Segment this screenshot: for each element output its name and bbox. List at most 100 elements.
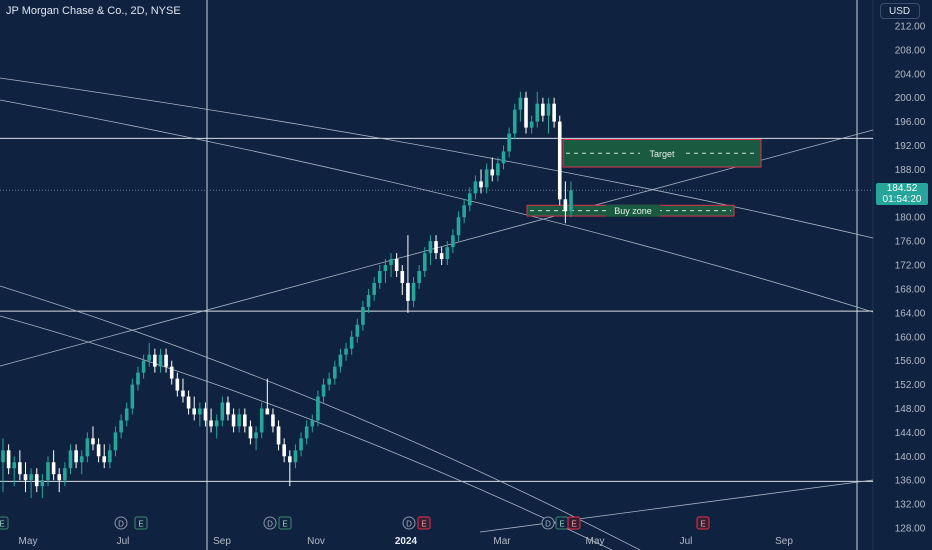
candle — [344, 342, 348, 361]
candle — [113, 426, 118, 457]
candle — [355, 318, 360, 343]
candle-body — [366, 294, 371, 307]
candle-body — [164, 354, 168, 367]
y-tick-label: 212.00 — [895, 22, 926, 33]
candle — [181, 378, 185, 403]
candle-body — [130, 384, 135, 409]
candle-body — [198, 408, 202, 415]
earnings-marker[interactable]: E — [567, 516, 581, 530]
candle — [231, 408, 236, 433]
earnings-marker[interactable]: E — [555, 516, 569, 530]
y-tick-label: 132.00 — [895, 500, 926, 511]
dividend-icon — [402, 516, 416, 530]
y-tick-label: 128.00 — [895, 524, 926, 535]
candle-body — [541, 103, 545, 116]
candle-body — [46, 462, 50, 481]
candle — [422, 247, 427, 277]
event-marker-label: E — [700, 520, 705, 529]
event-marker-label: D — [267, 520, 273, 529]
candle-body — [524, 97, 528, 128]
candle-body — [355, 324, 360, 337]
candle — [91, 426, 95, 451]
earnings-marker[interactable]: E — [417, 516, 431, 530]
event-marker-label: E — [559, 520, 564, 529]
candle — [288, 450, 292, 487]
candle — [63, 462, 67, 487]
candle — [6, 444, 11, 475]
candle-body — [18, 462, 22, 475]
candle-body — [496, 163, 500, 176]
candle-body — [484, 169, 489, 188]
candle-body — [456, 217, 461, 236]
candle-body — [158, 354, 163, 367]
candle — [169, 360, 174, 385]
dividend-marker[interactable]: D — [402, 516, 416, 530]
candle-body — [108, 450, 112, 463]
buy-label: Buy zone — [614, 206, 652, 216]
x-tick-label: Nov — [307, 536, 325, 547]
candle — [563, 181, 568, 224]
earnings-marker[interactable]: E — [134, 516, 148, 530]
y-tick-label: 148.00 — [895, 404, 926, 415]
earnings-marker[interactable]: E — [696, 516, 710, 530]
candle — [512, 103, 517, 140]
candle — [400, 265, 405, 295]
earnings-icon — [0, 516, 9, 530]
candle — [524, 91, 528, 134]
candle-body — [237, 414, 241, 427]
earnings-icon — [696, 516, 710, 530]
dividend-marker[interactable]: D — [541, 516, 555, 530]
candle — [175, 372, 180, 397]
candle-body — [91, 438, 95, 445]
candle — [46, 456, 50, 487]
dividend-icon — [541, 516, 555, 530]
candle — [389, 253, 393, 277]
candle — [394, 253, 399, 277]
candle — [29, 468, 33, 499]
candle — [186, 390, 191, 415]
last-price-value: 184.52 — [886, 183, 918, 194]
candle — [445, 241, 450, 266]
candle-body — [113, 432, 118, 451]
earnings-marker[interactable]: E — [278, 516, 292, 530]
dividend-marker[interactable]: D — [263, 516, 277, 530]
candle-body — [265, 408, 270, 415]
earnings-marker[interactable]: E — [0, 516, 9, 530]
event-marker-label: D — [406, 520, 412, 529]
candle — [535, 91, 540, 128]
dividend-icon — [263, 516, 277, 530]
y-tick-label: 176.00 — [895, 237, 926, 248]
candle — [102, 444, 107, 469]
candle — [496, 157, 500, 182]
dividend-marker[interactable]: D — [114, 516, 128, 530]
candle-body — [434, 241, 438, 254]
candle-body — [552, 103, 556, 122]
candle-body — [563, 199, 568, 212]
candle — [18, 450, 22, 481]
candle-body — [63, 468, 67, 481]
y-tick-label: 172.00 — [895, 261, 926, 272]
candle-body — [361, 306, 365, 325]
y-tick-label: 204.00 — [895, 69, 926, 80]
earnings-icon — [278, 516, 292, 530]
currency-button[interactable]: USD — [880, 3, 920, 19]
candle-body — [473, 181, 478, 194]
candle — [518, 91, 523, 122]
candle — [68, 444, 73, 475]
candle — [541, 97, 545, 122]
candle — [507, 127, 511, 158]
buy-label-bg — [606, 204, 660, 217]
candle — [34, 468, 39, 493]
candle — [203, 402, 208, 427]
x-tick-label: Sep — [775, 536, 793, 547]
chart-title: JP Morgan Chase & Co., 2D, NYSE — [6, 5, 181, 17]
candle — [366, 288, 371, 313]
candle — [254, 426, 258, 451]
event-marker-label: E — [138, 520, 143, 529]
candle — [141, 354, 146, 379]
candle-body — [349, 336, 354, 349]
candle-body — [96, 444, 101, 457]
candle-body — [467, 193, 472, 206]
